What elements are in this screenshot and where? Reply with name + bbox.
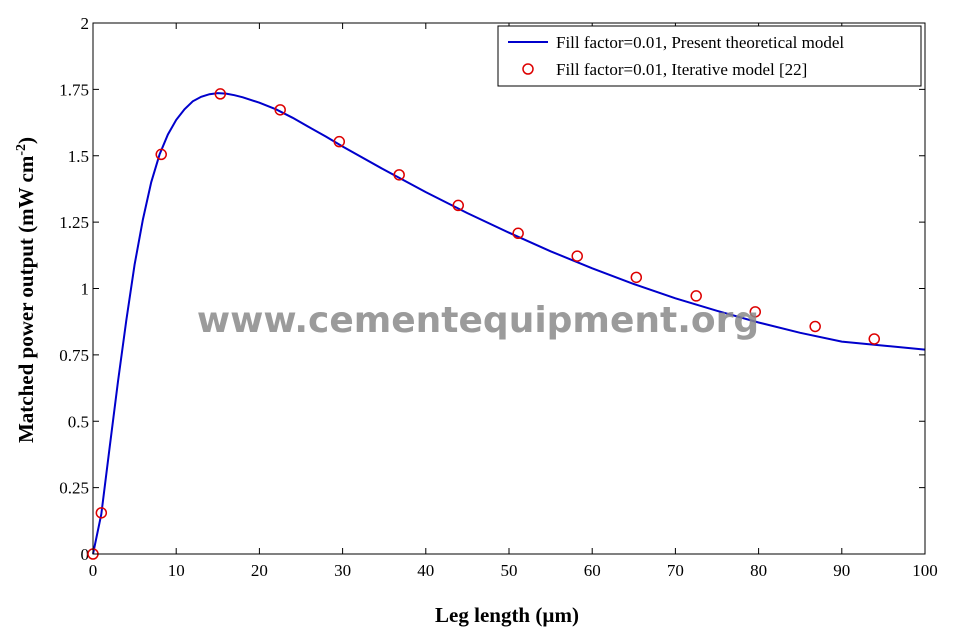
x-tick-label: 90 [833,561,850,580]
y-tick-label: 1.5 [68,147,89,166]
data-point-marker [571,250,583,262]
series-line-present-theoretical-model [92,92,926,555]
data-point-marker [214,88,227,100]
y-tick-label: 0.5 [68,412,89,431]
y-axis-title-close: ) [14,137,38,144]
x-axis-title: Leg length (µm) [435,603,579,627]
legend-label-iterative-model: Fill factor=0.01, Iterative model [22] [556,60,807,79]
y-tick-label: 1 [81,280,90,299]
x-tick-label: 30 [334,561,351,580]
x-tick-label: 70 [667,561,684,580]
legend-marker-swatch [522,63,534,75]
y-tick-label: 0.75 [59,346,89,365]
y-tick-label: 0.25 [59,479,89,498]
data-point-marker [512,227,524,240]
legend-label-present-model: Fill factor=0.01, Present theoretical mo… [556,33,844,52]
data-point-marker [274,104,286,116]
data-point-marker [749,306,762,318]
series-markers-iterative-model [87,88,880,560]
data-point-marker [155,148,167,161]
data-point-marker [809,320,821,333]
legend-box [497,25,922,87]
y-tick-label: 1.25 [59,213,89,232]
data-point-marker [393,169,405,181]
data-point-marker [452,199,464,212]
watermark: www.cementequipment.org [197,300,759,341]
x-tick-label: 50 [501,561,518,580]
y-tick-label: 1.75 [59,80,89,99]
y-axis-title-main: Matched power output (mW cm [14,155,38,443]
x-tick-label: 10 [168,561,185,580]
data-point-marker [95,507,108,519]
x-tick-labels: 0 10 20 30 40 50 60 70 80 90 100 [89,561,938,580]
data-point-marker [690,290,702,302]
x-tick-label: 0 [89,561,98,580]
y-axis-title: Matched power output (mW cm-2) [14,137,38,443]
data-point-marker [333,135,346,148]
y-tick-label: 0 [81,545,90,564]
legend: Fill factor=0.01, Present theoretical mo… [497,25,922,87]
data-point-marker [868,333,880,345]
tick-marks [92,22,926,555]
y-tick-label: 2 [81,14,90,33]
y-axis-title-superscript: -2 [14,144,29,156]
data-point-marker [630,271,643,284]
x-tick-label: 40 [417,561,434,580]
x-tick-label: 20 [251,561,268,580]
x-tick-label: 100 [912,561,938,580]
x-tick-label: 60 [584,561,601,580]
x-tick-label: 80 [750,561,767,580]
plot-frame [92,22,926,555]
y-tick-labels: 0 0.25 0.5 0.75 1 1.25 1.5 1.75 2 [59,14,89,564]
